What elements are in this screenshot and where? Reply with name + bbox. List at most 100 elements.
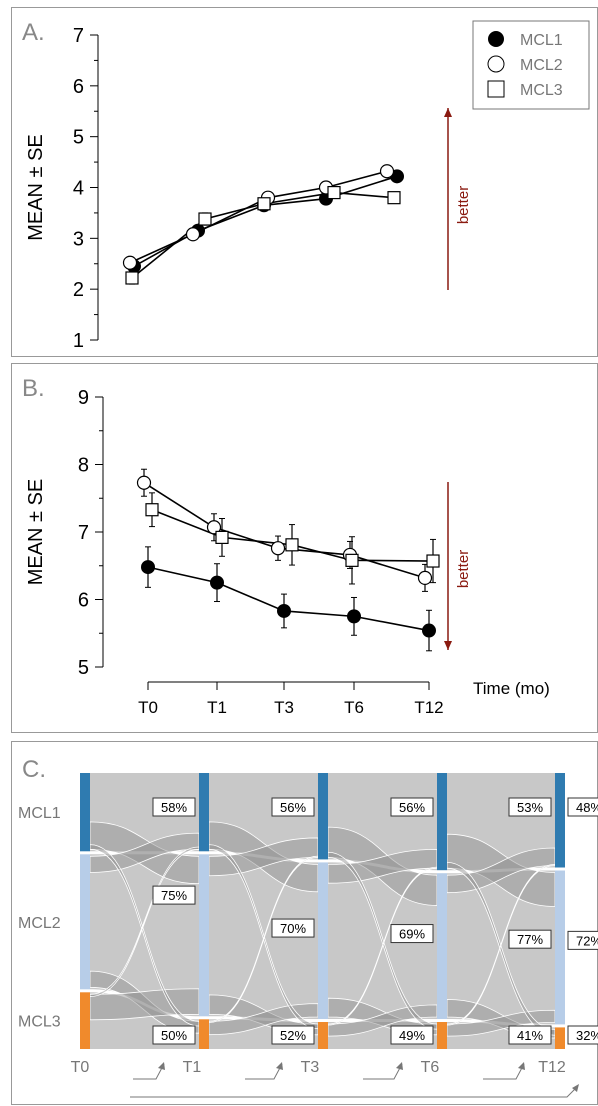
percent-box	[390, 797, 434, 817]
point-mcl3	[125, 271, 139, 285]
node-mcl1	[437, 773, 447, 871]
series-line-mcl1	[133, 175, 398, 267]
flow-band	[447, 773, 555, 871]
y-tick-label: 8	[78, 455, 89, 477]
point-mcl3	[327, 185, 341, 200]
legend-label-mcl1: MCL1	[520, 32, 563, 49]
node-mcl1	[318, 773, 328, 860]
time-label: T0	[71, 1059, 90, 1076]
time-label: T1	[183, 1059, 202, 1076]
chart-a: A. 1 2 3 4 5 6 7 MEAN ± SE better MCL1 MCL2 MCL3	[22, 19, 590, 352]
point-mcl3	[345, 553, 359, 567]
chart-b: B. 5 6 7 8 9 MEAN ± SE T0 T1 T3 T6 T12 Time (mo) bett…	[22, 375, 550, 717]
better-arrow-head	[444, 108, 452, 117]
y-axis-label: MEAN ± SE	[25, 134, 47, 241]
percent-box	[271, 918, 315, 938]
y-tick-label: 5	[73, 127, 84, 149]
better-annotation: better	[455, 550, 472, 588]
series-line-mcl1	[147, 566, 430, 632]
time-label: T3	[301, 1059, 320, 1076]
percent-box	[567, 930, 598, 950]
node-mcl3	[199, 1019, 209, 1049]
percent-label: 75%	[161, 888, 187, 903]
panel-label: A.	[22, 19, 45, 46]
y-tick-label: 6	[78, 590, 89, 612]
percent-label: 77%	[517, 932, 543, 947]
node-mcl3	[437, 1022, 447, 1049]
node-mcl2	[437, 873, 447, 1019]
legend-marker-mcl3	[487, 80, 505, 98]
percent-box	[508, 797, 552, 817]
point-mcl3	[198, 212, 212, 226]
percent-label: 32%	[576, 1028, 598, 1043]
flow-band	[209, 854, 318, 1019]
better-arrow-head	[444, 641, 452, 650]
point-mcl2	[270, 541, 286, 556]
percent-label: 72%	[576, 933, 598, 948]
percent-box	[271, 797, 315, 817]
percent-box	[508, 1025, 552, 1045]
legend-marker-mcl1	[488, 31, 504, 47]
legend-marker-mcl2	[487, 55, 505, 73]
step-arrow	[133, 1063, 165, 1080]
point-mcl1	[347, 609, 361, 624]
time-label: T6	[421, 1059, 440, 1076]
point-mcl2	[379, 164, 395, 179]
percent-box	[152, 1025, 196, 1045]
percent-label: 49%	[399, 1028, 425, 1043]
chart-c: C. MCL1 MCL2 MCL3 58% 75% 50% 56% 70% 52% 56% 69% 49…	[18, 756, 598, 1098]
percent-box	[152, 885, 196, 905]
long-arrow	[130, 1086, 578, 1098]
step-arrow	[483, 1063, 525, 1080]
flow-band	[328, 862, 437, 1019]
percent-box	[567, 797, 598, 817]
x-tick-label: T12	[414, 698, 443, 717]
panel-c: C. MCL1 MCL2 MCL3 58% 75% 50% 56% 70% 52% 56% 69% 49…	[11, 741, 598, 1105]
percent-label: 69%	[399, 927, 425, 942]
node-mcl3	[80, 992, 90, 1049]
flow-band	[209, 773, 318, 860]
x-tick-label: T0	[138, 698, 158, 717]
point-mcl1	[210, 575, 224, 590]
y-axis-label: MEAN ± SE	[25, 479, 47, 586]
y-tick-label: 7	[73, 25, 84, 47]
node-mcl1	[80, 773, 90, 852]
y-tick-label: 6	[73, 76, 84, 98]
node-label-mcl2: MCL2	[18, 915, 61, 932]
y-tick-label: 2	[73, 279, 84, 301]
flow-band	[328, 773, 437, 871]
better-annotation: better	[455, 186, 472, 224]
percent-box	[152, 797, 196, 817]
long-arrow-head	[572, 1084, 579, 1092]
point-mcl2	[185, 227, 201, 242]
node-mcl3	[318, 1022, 328, 1049]
node-mcl2	[199, 854, 209, 1017]
point-mcl2	[122, 255, 138, 270]
percent-box	[390, 924, 434, 944]
y-tick-label: 4	[73, 178, 84, 200]
panel-label: C.	[22, 756, 46, 783]
legend-label-mcl3: MCL3	[520, 82, 563, 99]
flow-band	[90, 773, 199, 852]
x-tick-label: T3	[274, 698, 294, 717]
point-mcl3	[285, 538, 299, 552]
point-mcl2	[206, 520, 222, 535]
node-mcl2	[80, 854, 90, 990]
percent-box	[390, 1025, 434, 1045]
point-mcl3	[257, 197, 271, 211]
y-tick-label: 1	[73, 330, 84, 352]
node-label-mcl1: MCL1	[18, 805, 61, 822]
node-mcl3	[555, 1027, 565, 1049]
point-mcl3	[145, 503, 159, 517]
y-tick-label: 9	[78, 387, 89, 409]
step-arrow-head	[276, 1062, 283, 1070]
series-line-mcl2	[143, 482, 426, 579]
step-arrow	[245, 1063, 283, 1080]
y-tick-label: 5	[78, 657, 89, 679]
point-mcl1	[141, 560, 155, 575]
flow-band	[447, 870, 555, 1025]
x-axis-label: Time (mo)	[473, 679, 550, 698]
node-mcl2	[555, 870, 565, 1025]
percent-label: 48%	[576, 800, 598, 815]
point-mcl3	[215, 530, 229, 544]
